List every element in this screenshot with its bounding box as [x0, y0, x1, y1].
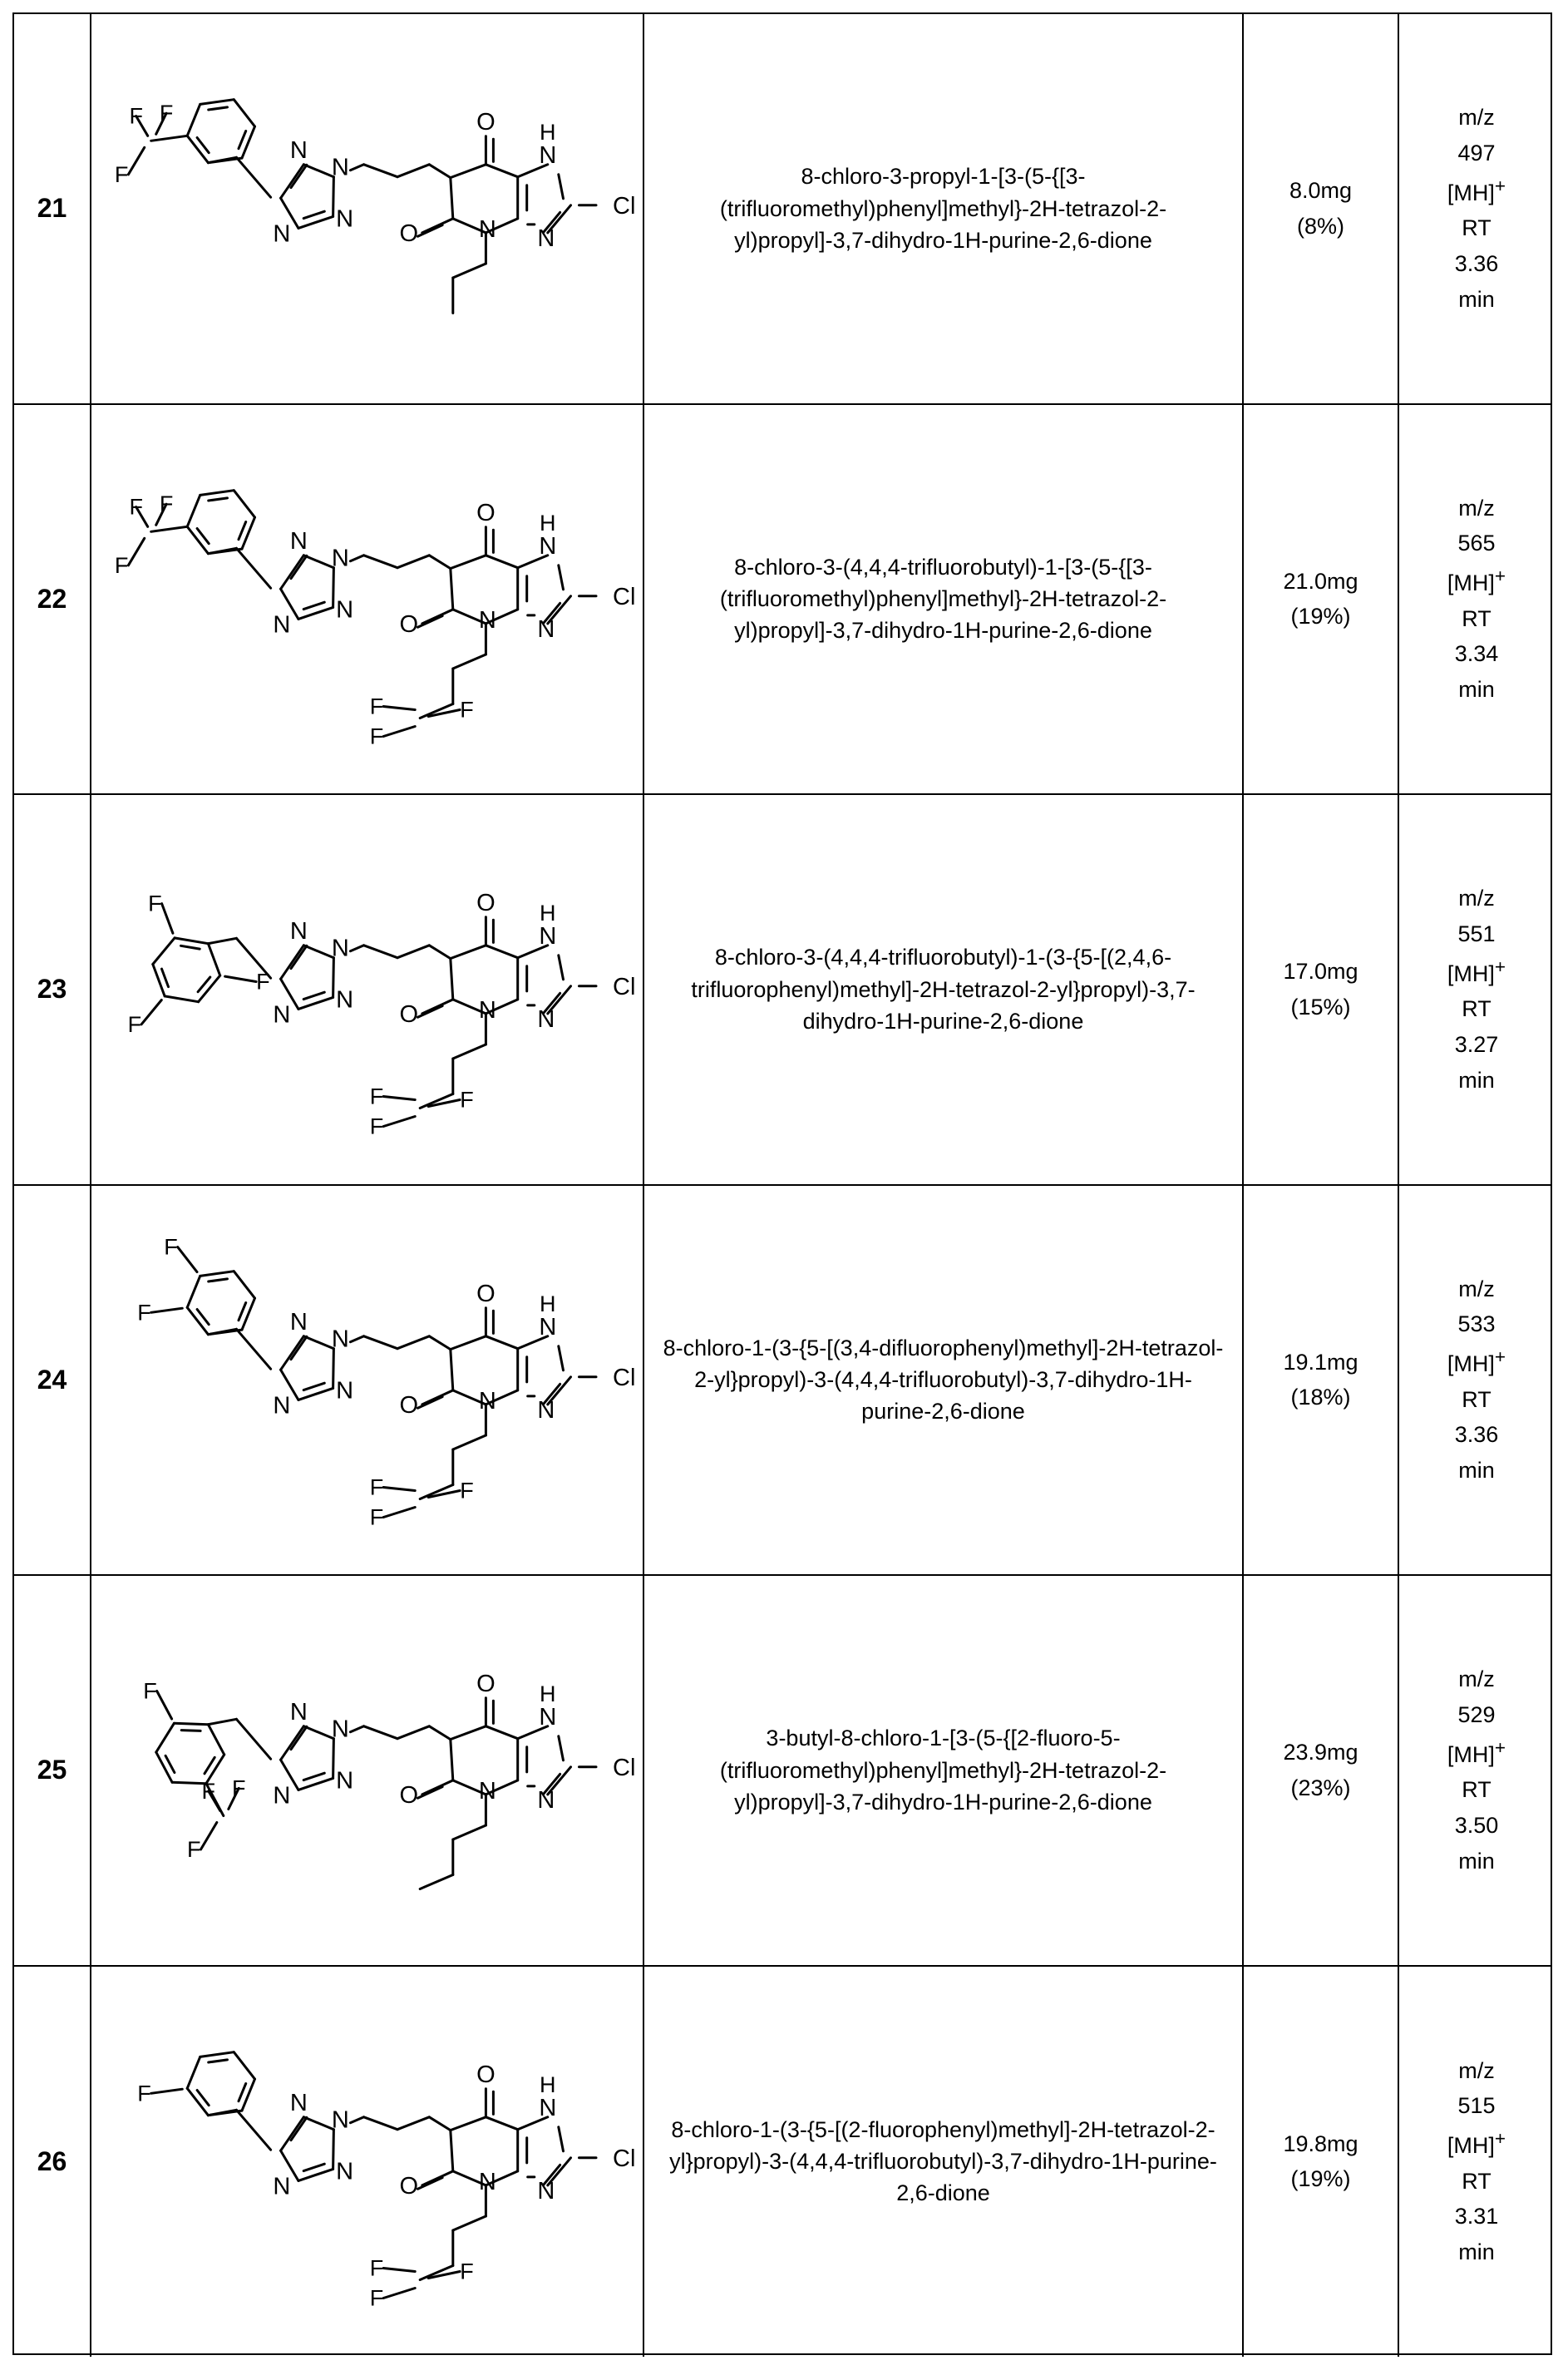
svg-text:F: F — [460, 2259, 474, 2284]
svg-text:O: O — [400, 1391, 419, 1418]
svg-text:N: N — [336, 1377, 353, 1404]
svg-text:N: N — [336, 596, 353, 623]
svg-text:H: H — [540, 901, 556, 926]
svg-text:F: F — [143, 1679, 157, 1704]
svg-text:N: N — [336, 2158, 353, 2185]
svg-text:F: F — [128, 1012, 142, 1037]
svg-text:H: H — [540, 1681, 556, 1706]
svg-text:H: H — [540, 120, 556, 145]
svg-text:N: N — [539, 1704, 556, 1731]
svg-text:N: N — [479, 997, 496, 1024]
svg-text:F: F — [148, 891, 162, 916]
svg-text:N: N — [332, 545, 349, 571]
svg-text:F: F — [370, 1474, 384, 1499]
svg-text:N: N — [537, 1006, 555, 1033]
svg-text:N: N — [539, 2094, 556, 2121]
svg-text:N: N — [539, 1313, 556, 1340]
svg-text:N: N — [537, 615, 555, 642]
svg-text:F: F — [129, 494, 143, 519]
svg-text:N: N — [537, 225, 555, 252]
svg-text:F: F — [460, 1088, 474, 1113]
svg-text:F: F — [370, 1504, 384, 1529]
svg-text:Cl: Cl — [613, 193, 635, 220]
svg-text:F: F — [370, 1114, 384, 1139]
svg-text:O: O — [476, 890, 496, 916]
svg-text:N: N — [273, 220, 290, 247]
svg-text:F: F — [129, 104, 143, 129]
svg-text:N: N — [479, 216, 496, 243]
svg-text:Cl: Cl — [613, 1755, 635, 1781]
svg-text:F: F — [370, 2255, 384, 2280]
svg-text:N: N — [332, 1326, 349, 1352]
svg-text:Cl: Cl — [613, 583, 635, 610]
svg-text:F: F — [370, 1084, 384, 1109]
svg-text:N: N — [336, 205, 353, 232]
svg-text:O: O — [400, 1782, 419, 1809]
svg-text:F: F — [460, 697, 474, 722]
svg-text:N: N — [479, 2168, 496, 2195]
svg-text:F: F — [187, 1837, 201, 1862]
svg-text:N: N — [332, 155, 349, 181]
svg-text:N: N — [336, 1767, 353, 1794]
svg-text:N: N — [537, 1787, 555, 1814]
svg-text:N: N — [332, 936, 349, 962]
svg-text:N: N — [290, 2089, 308, 2116]
svg-text:N: N — [290, 527, 308, 554]
svg-text:Cl: Cl — [613, 974, 635, 1000]
svg-text:Cl: Cl — [613, 1364, 635, 1390]
svg-text:F: F — [256, 970, 270, 995]
svg-text:N: N — [537, 2177, 555, 2204]
svg-text:O: O — [476, 109, 496, 136]
svg-text:N: N — [479, 606, 496, 633]
svg-text:N: N — [539, 142, 556, 169]
svg-text:F: F — [115, 552, 129, 577]
svg-text:N: N — [332, 1716, 349, 1743]
svg-text:F: F — [160, 491, 174, 516]
svg-text:F: F — [232, 1775, 246, 1800]
svg-text:N: N — [273, 1392, 290, 1419]
svg-text:F: F — [370, 2285, 384, 2310]
svg-text:F: F — [137, 2081, 151, 2106]
svg-text:O: O — [400, 610, 419, 637]
svg-text:F: F — [164, 1234, 178, 1259]
svg-text:N: N — [273, 611, 290, 638]
svg-text:F: F — [460, 1478, 474, 1503]
svg-text:F: F — [115, 162, 129, 187]
svg-text:N: N — [336, 986, 353, 1013]
svg-text:F: F — [137, 1300, 151, 1325]
svg-text:F: F — [370, 723, 384, 748]
svg-text:O: O — [400, 1001, 419, 1028]
svg-text:N: N — [290, 1308, 308, 1335]
svg-text:O: O — [476, 1671, 496, 1697]
svg-text:N: N — [273, 1001, 290, 1028]
svg-text:H: H — [540, 2071, 556, 2096]
svg-text:N: N — [479, 1778, 496, 1805]
svg-text:Cl: Cl — [613, 2145, 635, 2171]
svg-text:F: F — [370, 694, 384, 718]
svg-text:N: N — [332, 2106, 349, 2133]
svg-text:N: N — [290, 137, 308, 164]
svg-text:N: N — [479, 1387, 496, 1414]
svg-text:F: F — [160, 101, 174, 126]
svg-text:O: O — [476, 499, 496, 526]
svg-text:N: N — [290, 1699, 308, 1726]
svg-text:H: H — [540, 1291, 556, 1316]
svg-text:O: O — [400, 2172, 419, 2199]
svg-text:N: N — [290, 918, 308, 945]
svg-text:N: N — [539, 532, 556, 559]
svg-text:H: H — [540, 510, 556, 535]
svg-text:O: O — [400, 220, 419, 247]
svg-text:N: N — [537, 1396, 555, 1423]
svg-text:N: N — [273, 2173, 290, 2200]
svg-text:O: O — [476, 2061, 496, 2087]
svg-text:O: O — [476, 1280, 496, 1306]
svg-text:F: F — [202, 1779, 215, 1804]
svg-text:N: N — [273, 1782, 290, 1809]
svg-text:N: N — [539, 923, 556, 950]
